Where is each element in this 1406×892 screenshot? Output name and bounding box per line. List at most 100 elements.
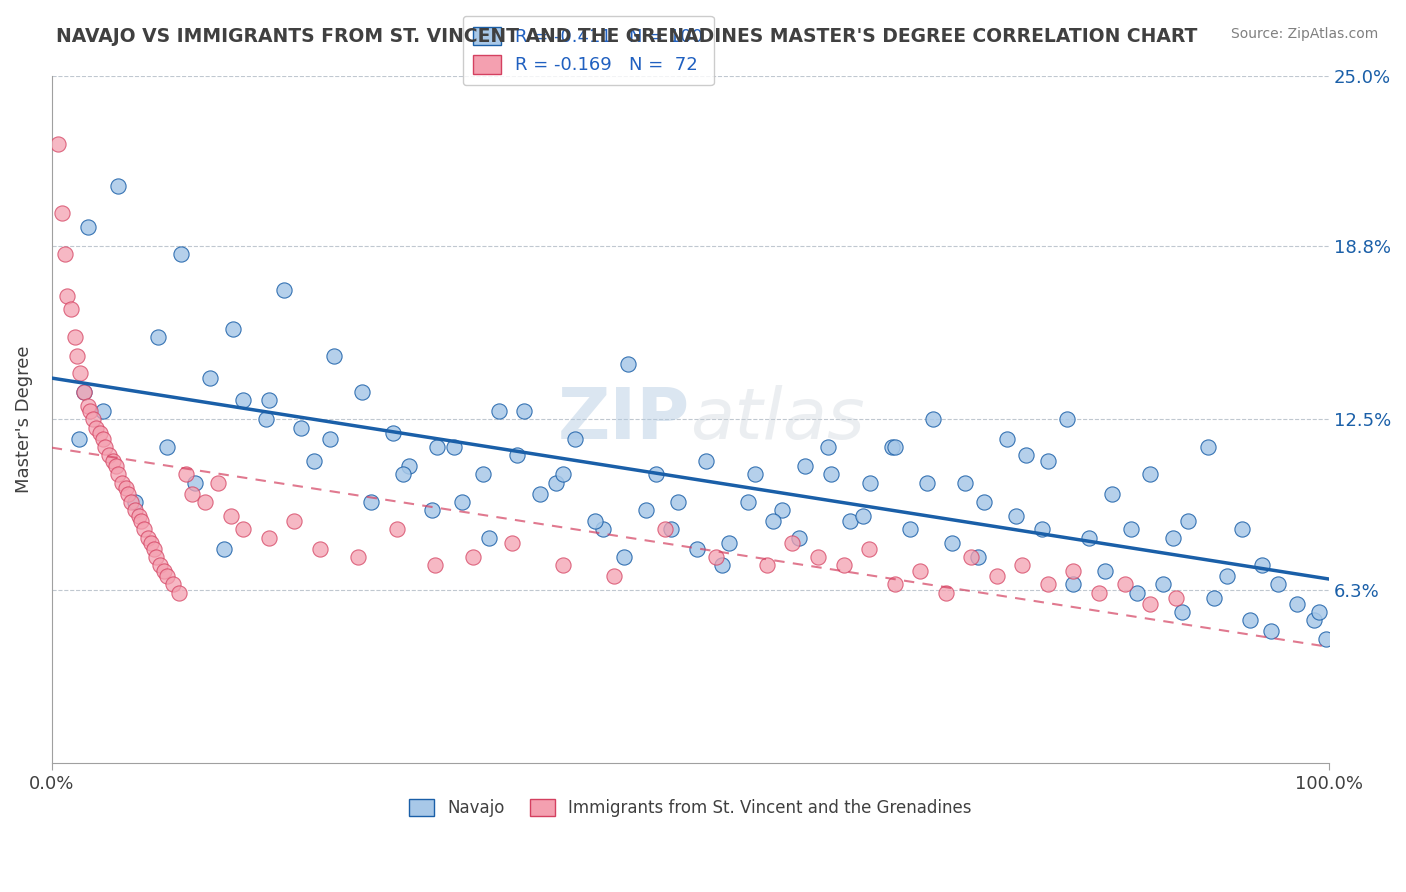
Point bbox=[695, 453, 717, 467]
Point bbox=[1152, 577, 1174, 591]
Point bbox=[1062, 564, 1084, 578]
Point bbox=[1215, 569, 1237, 583]
Point bbox=[153, 564, 176, 578]
Point bbox=[46, 137, 69, 152]
Point bbox=[156, 569, 179, 583]
Point bbox=[1197, 440, 1219, 454]
Point bbox=[794, 459, 817, 474]
Point bbox=[273, 283, 295, 297]
Point bbox=[472, 467, 495, 482]
Y-axis label: Master's Degree: Master's Degree bbox=[15, 345, 32, 493]
Point bbox=[852, 508, 875, 523]
Point bbox=[107, 178, 129, 193]
Point bbox=[212, 541, 235, 556]
Point bbox=[564, 432, 586, 446]
Point bbox=[170, 247, 193, 261]
Point bbox=[198, 371, 221, 385]
Point bbox=[1062, 577, 1084, 591]
Text: ZIP: ZIP bbox=[558, 384, 690, 454]
Point bbox=[73, 384, 96, 399]
Point bbox=[1088, 585, 1111, 599]
Point bbox=[744, 467, 766, 482]
Point bbox=[107, 467, 129, 482]
Point bbox=[111, 475, 134, 490]
Point bbox=[820, 467, 842, 482]
Point bbox=[1126, 585, 1149, 599]
Point bbox=[986, 569, 1008, 583]
Point bbox=[194, 495, 217, 509]
Point bbox=[181, 486, 204, 500]
Point bbox=[101, 453, 124, 467]
Point bbox=[1202, 591, 1225, 606]
Point bbox=[67, 432, 90, 446]
Point bbox=[149, 558, 172, 573]
Point bbox=[616, 357, 638, 371]
Point bbox=[98, 448, 121, 462]
Point bbox=[613, 549, 636, 564]
Point bbox=[935, 585, 957, 599]
Point bbox=[232, 522, 254, 536]
Point bbox=[686, 541, 709, 556]
Text: atlas: atlas bbox=[690, 384, 865, 454]
Point bbox=[290, 420, 312, 434]
Point bbox=[162, 577, 184, 591]
Point bbox=[941, 536, 963, 550]
Point bbox=[254, 412, 277, 426]
Point bbox=[922, 412, 945, 426]
Point bbox=[1161, 531, 1184, 545]
Point bbox=[142, 541, 165, 556]
Point bbox=[1031, 522, 1053, 536]
Point bbox=[352, 384, 374, 399]
Point bbox=[302, 453, 325, 467]
Point bbox=[59, 302, 82, 317]
Point bbox=[1036, 453, 1059, 467]
Point bbox=[659, 522, 682, 536]
Point bbox=[169, 585, 191, 599]
Point bbox=[915, 475, 938, 490]
Point bbox=[132, 522, 155, 536]
Point bbox=[898, 522, 921, 536]
Point bbox=[319, 432, 342, 446]
Point bbox=[1285, 597, 1308, 611]
Point bbox=[546, 475, 568, 490]
Point bbox=[63, 330, 86, 344]
Point bbox=[953, 475, 976, 490]
Point bbox=[787, 531, 810, 545]
Point bbox=[762, 514, 785, 528]
Point bbox=[551, 558, 574, 573]
Point bbox=[283, 514, 305, 528]
Point bbox=[94, 440, 117, 454]
Point bbox=[883, 577, 905, 591]
Point bbox=[501, 536, 523, 550]
Point bbox=[477, 531, 499, 545]
Point bbox=[1171, 605, 1194, 619]
Point bbox=[360, 495, 382, 509]
Point bbox=[1036, 577, 1059, 591]
Point bbox=[1094, 564, 1116, 578]
Point bbox=[1302, 613, 1324, 627]
Point bbox=[222, 321, 245, 335]
Point bbox=[136, 531, 159, 545]
Point bbox=[53, 247, 76, 261]
Point bbox=[1119, 522, 1142, 536]
Point bbox=[207, 475, 229, 490]
Point bbox=[1077, 531, 1099, 545]
Point bbox=[513, 404, 536, 418]
Legend: Navajo, Immigrants from St. Vincent and the Grenadines: Navajo, Immigrants from St. Vincent and … bbox=[402, 792, 979, 823]
Point bbox=[66, 349, 89, 363]
Point bbox=[839, 514, 862, 528]
Point bbox=[1011, 558, 1033, 573]
Point bbox=[711, 558, 734, 573]
Text: Source: ZipAtlas.com: Source: ZipAtlas.com bbox=[1230, 27, 1378, 41]
Point bbox=[129, 514, 152, 528]
Point bbox=[145, 549, 167, 564]
Point bbox=[644, 467, 666, 482]
Point bbox=[86, 420, 108, 434]
Point bbox=[124, 495, 146, 509]
Point bbox=[602, 569, 624, 583]
Point bbox=[443, 440, 465, 454]
Point bbox=[858, 541, 880, 556]
Point bbox=[1308, 605, 1330, 619]
Point bbox=[529, 486, 551, 500]
Point bbox=[128, 508, 150, 523]
